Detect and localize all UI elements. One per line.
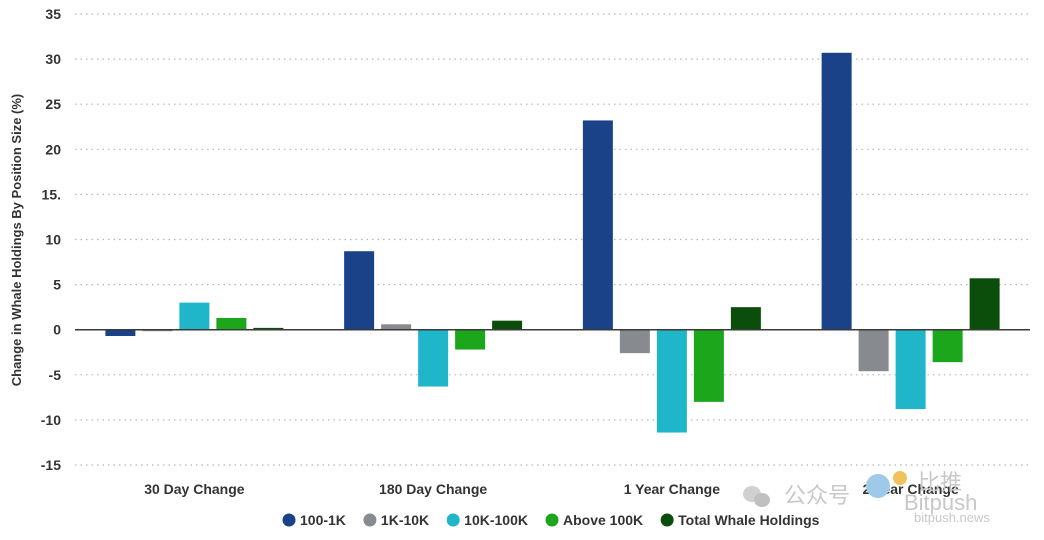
legend-label: 10K-100K	[464, 512, 528, 528]
bar-10k-100k-2	[656, 329, 687, 433]
legend-label: 100-1K	[300, 512, 346, 528]
y-tick-label: 0	[53, 322, 61, 338]
y-axis-label: Change in Whale Holdings By Position Siz…	[9, 94, 24, 387]
category-label: 180 Day Change	[379, 481, 487, 497]
legend-swatch	[545, 513, 559, 527]
bar-above-100k-0	[216, 317, 247, 330]
legend: 100-1K 1K-10K 10K-100K Above 100K Total Whal…	[282, 512, 820, 528]
legend-swatch	[660, 513, 674, 527]
y-tick-label: 20	[45, 141, 61, 157]
bars	[105, 52, 1000, 433]
legend-label: Total Whale Holdings	[678, 512, 820, 528]
y-tick-label: 35	[45, 6, 61, 22]
legend-label: Above 100K	[563, 512, 643, 528]
bar-1k-10k-3	[858, 329, 889, 372]
category-label: 1 Year Change	[624, 481, 720, 497]
legend-item: 1K-10K	[363, 512, 429, 528]
y-tick-label: 25	[45, 96, 61, 112]
legend-label: 1K-10K	[381, 512, 429, 528]
bar-total-whale-holdings-2	[730, 307, 761, 330]
legend-item: Above 100K	[545, 512, 643, 528]
watermark: 公众号 比推 Bitpush bitpush.news	[743, 470, 990, 525]
legend-swatch	[363, 513, 377, 527]
bar-10k-100k-0	[179, 302, 210, 330]
y-tick-label: 5	[53, 277, 61, 293]
bar-total-whale-holdings-3	[969, 278, 1000, 330]
y-tick-label: -10	[41, 412, 61, 428]
y-tick-label: 15.	[42, 186, 61, 202]
legend-swatch	[446, 513, 460, 527]
legend-swatch	[282, 513, 296, 527]
bar-total-whale-holdings-0	[253, 327, 284, 330]
legend-item: 10K-100K	[446, 512, 528, 528]
category-label: 30 Day Change	[144, 481, 245, 497]
bar-total-whale-holdings-1	[492, 320, 523, 330]
watermark-brand-en: Bitpush	[904, 490, 977, 515]
legend-item: 100-1K	[282, 512, 346, 528]
bar-10k-100k-3	[895, 329, 926, 410]
gridlines	[75, 13, 1030, 466]
watermark-wechat-label: 公众号	[784, 483, 850, 508]
bar-100-1k-0	[105, 329, 136, 337]
bar-1k-10k-2	[619, 329, 650, 354]
bar-100-1k-3	[821, 52, 852, 330]
bitpush-bird-icon	[866, 471, 907, 498]
y-axis-ticks: 35 30 25 20 15. 10 5 0 -5 -10 -15	[41, 6, 61, 473]
bar-above-100k-1	[455, 329, 486, 350]
y-tick-label: 30	[45, 51, 61, 67]
bar-100-1k-1	[344, 251, 375, 330]
watermark-brand-cn: 比推	[918, 470, 962, 495]
y-tick-label: 10	[45, 232, 61, 248]
bar-1k-10k-1	[381, 324, 412, 330]
watermark-site: bitpush.news	[914, 510, 990, 525]
wechat-icon	[743, 486, 770, 507]
bar-10k-100k-1	[418, 329, 449, 387]
legend-item: Total Whale Holdings	[660, 512, 820, 528]
bar-above-100k-2	[693, 329, 724, 402]
y-tick-label: -5	[49, 367, 62, 383]
bar-above-100k-3	[932, 329, 963, 363]
y-tick-label: -15	[41, 457, 61, 473]
x-axis-categories: 30 Day Change 180 Day Change 1 Year Change…	[144, 481, 959, 497]
bar-100-1k-2	[582, 120, 613, 330]
